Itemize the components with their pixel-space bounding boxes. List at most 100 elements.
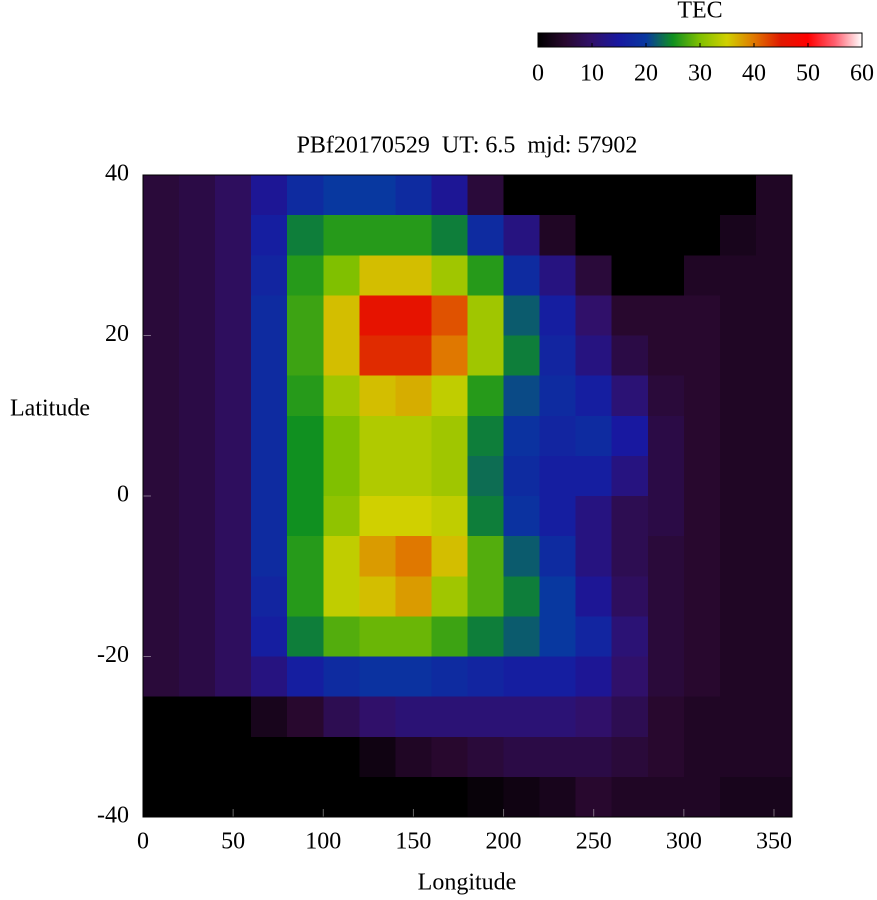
heat-cell bbox=[755, 255, 793, 296]
heat-cell bbox=[611, 776, 649, 818]
heat-cell bbox=[575, 536, 613, 577]
heat-cell bbox=[179, 415, 216, 457]
heat-cell bbox=[143, 375, 180, 417]
colorbar-tick-label: 50 bbox=[796, 61, 820, 87]
heat-cell bbox=[503, 415, 541, 457]
heat-cell bbox=[431, 255, 469, 296]
y-tick-label: -40 bbox=[97, 803, 129, 829]
y-tick-label: -20 bbox=[97, 642, 129, 668]
heat-cell bbox=[143, 736, 180, 778]
x-tick-label: 350 bbox=[756, 829, 792, 855]
heat-cell bbox=[179, 295, 216, 337]
heat-cell bbox=[395, 255, 433, 296]
heat-cell bbox=[179, 656, 216, 698]
heat-cell bbox=[719, 335, 757, 377]
heat-cell bbox=[503, 295, 541, 337]
heat-cell bbox=[287, 696, 324, 738]
heat-cell bbox=[683, 255, 721, 296]
heat-cell bbox=[647, 656, 685, 698]
plot-frame bbox=[142, 174, 793, 818]
heat-cell bbox=[431, 496, 469, 537]
heat-cell bbox=[143, 295, 180, 337]
heat-cell bbox=[287, 215, 324, 256]
heat-cell bbox=[251, 335, 288, 377]
heat-cell bbox=[467, 295, 505, 337]
heat-cell bbox=[143, 616, 180, 658]
heat-cell bbox=[359, 295, 396, 337]
heat-cell bbox=[215, 736, 252, 778]
heat-cell bbox=[395, 455, 433, 497]
heat-cell bbox=[215, 415, 252, 457]
heat-cell bbox=[539, 295, 577, 337]
chart-title: PBf20170529 UT: 6.5 mjd: 57902 bbox=[297, 133, 638, 159]
heat-cell bbox=[719, 496, 757, 537]
heat-cell bbox=[395, 656, 433, 698]
heat-cell bbox=[467, 776, 505, 818]
heat-cell bbox=[647, 375, 685, 417]
heat-cell bbox=[395, 736, 433, 778]
heat-cell bbox=[719, 656, 757, 698]
heat-cell bbox=[467, 375, 505, 417]
heat-cell bbox=[467, 215, 505, 256]
heat-cell bbox=[611, 255, 649, 296]
heat-cell bbox=[431, 576, 469, 617]
heat-cell bbox=[143, 536, 180, 577]
heat-cell bbox=[755, 375, 793, 417]
heat-cell bbox=[395, 536, 433, 577]
heat-cell bbox=[431, 375, 469, 417]
heat-cell bbox=[719, 295, 757, 337]
heat-cell bbox=[539, 455, 577, 497]
heat-cell bbox=[215, 455, 252, 497]
heat-cell bbox=[431, 616, 469, 658]
heat-cell bbox=[503, 576, 541, 617]
heat-cell bbox=[539, 656, 577, 698]
heat-cell bbox=[251, 175, 288, 216]
heat-cell bbox=[539, 375, 577, 417]
heat-cell bbox=[575, 455, 613, 497]
heat-cell bbox=[503, 696, 541, 738]
heat-cell bbox=[143, 255, 180, 296]
heat-cell bbox=[611, 496, 649, 537]
heat-cell bbox=[683, 375, 721, 417]
heat-cell bbox=[143, 415, 180, 457]
heat-cell bbox=[359, 536, 396, 577]
heat-cell bbox=[467, 656, 505, 698]
heat-cell bbox=[287, 375, 324, 417]
heat-cell bbox=[287, 455, 324, 497]
heat-cell bbox=[287, 616, 324, 658]
heat-cell bbox=[431, 656, 469, 698]
heat-cell bbox=[647, 536, 685, 577]
heat-cell bbox=[539, 255, 577, 296]
heat-cell bbox=[647, 616, 685, 658]
heat-cell bbox=[719, 175, 757, 216]
heat-cell bbox=[647, 696, 685, 738]
heat-cell bbox=[575, 415, 613, 457]
heat-cell bbox=[431, 335, 469, 377]
heat-cell bbox=[683, 616, 721, 658]
heat-cell bbox=[575, 496, 613, 537]
heat-cell bbox=[251, 455, 288, 497]
heat-cell bbox=[359, 455, 396, 497]
heat-cell bbox=[215, 776, 252, 818]
heat-cell bbox=[251, 656, 288, 698]
heat-cell bbox=[719, 415, 757, 457]
heat-cell bbox=[611, 215, 649, 256]
heat-cell bbox=[719, 776, 757, 818]
heat-cell bbox=[755, 656, 793, 698]
heat-cell bbox=[179, 455, 216, 497]
heat-cell bbox=[755, 696, 793, 738]
heat-cell bbox=[683, 536, 721, 577]
heat-cell bbox=[503, 335, 541, 377]
heat-cell bbox=[683, 736, 721, 778]
heat-cell bbox=[323, 696, 360, 738]
heat-cell bbox=[287, 496, 324, 537]
heat-cell bbox=[539, 175, 577, 216]
heat-cell bbox=[575, 295, 613, 337]
heat-cell bbox=[647, 455, 685, 497]
heat-cell bbox=[503, 255, 541, 296]
heat-cell bbox=[575, 175, 613, 216]
heat-cell bbox=[323, 496, 360, 537]
heat-cell bbox=[431, 175, 469, 216]
heat-cell bbox=[215, 696, 252, 738]
